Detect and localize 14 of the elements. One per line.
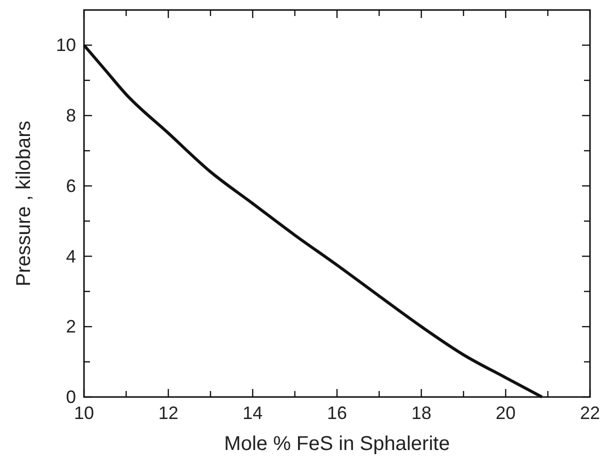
y-tick-label: 0	[66, 387, 76, 407]
x-tick-label: 16	[326, 403, 348, 423]
x-axis-title: Mole % FeS in Sphalerite	[224, 433, 450, 455]
x-tick-label: 20	[496, 403, 516, 423]
x-tick-label: 18	[411, 403, 432, 423]
x-tick-label: 14	[242, 403, 263, 423]
x-tick-label: 12	[158, 403, 178, 423]
x-tick-label: 22	[580, 403, 600, 423]
y-axis-title: Pressure , kilobars	[13, 120, 35, 286]
y-tick-label: 4	[66, 246, 76, 266]
y-tick-label: 8	[66, 106, 76, 126]
y-tick-label: 10	[56, 35, 76, 56]
y-tick-label: 2	[66, 316, 76, 337]
y-tick-label: 6	[66, 176, 76, 196]
